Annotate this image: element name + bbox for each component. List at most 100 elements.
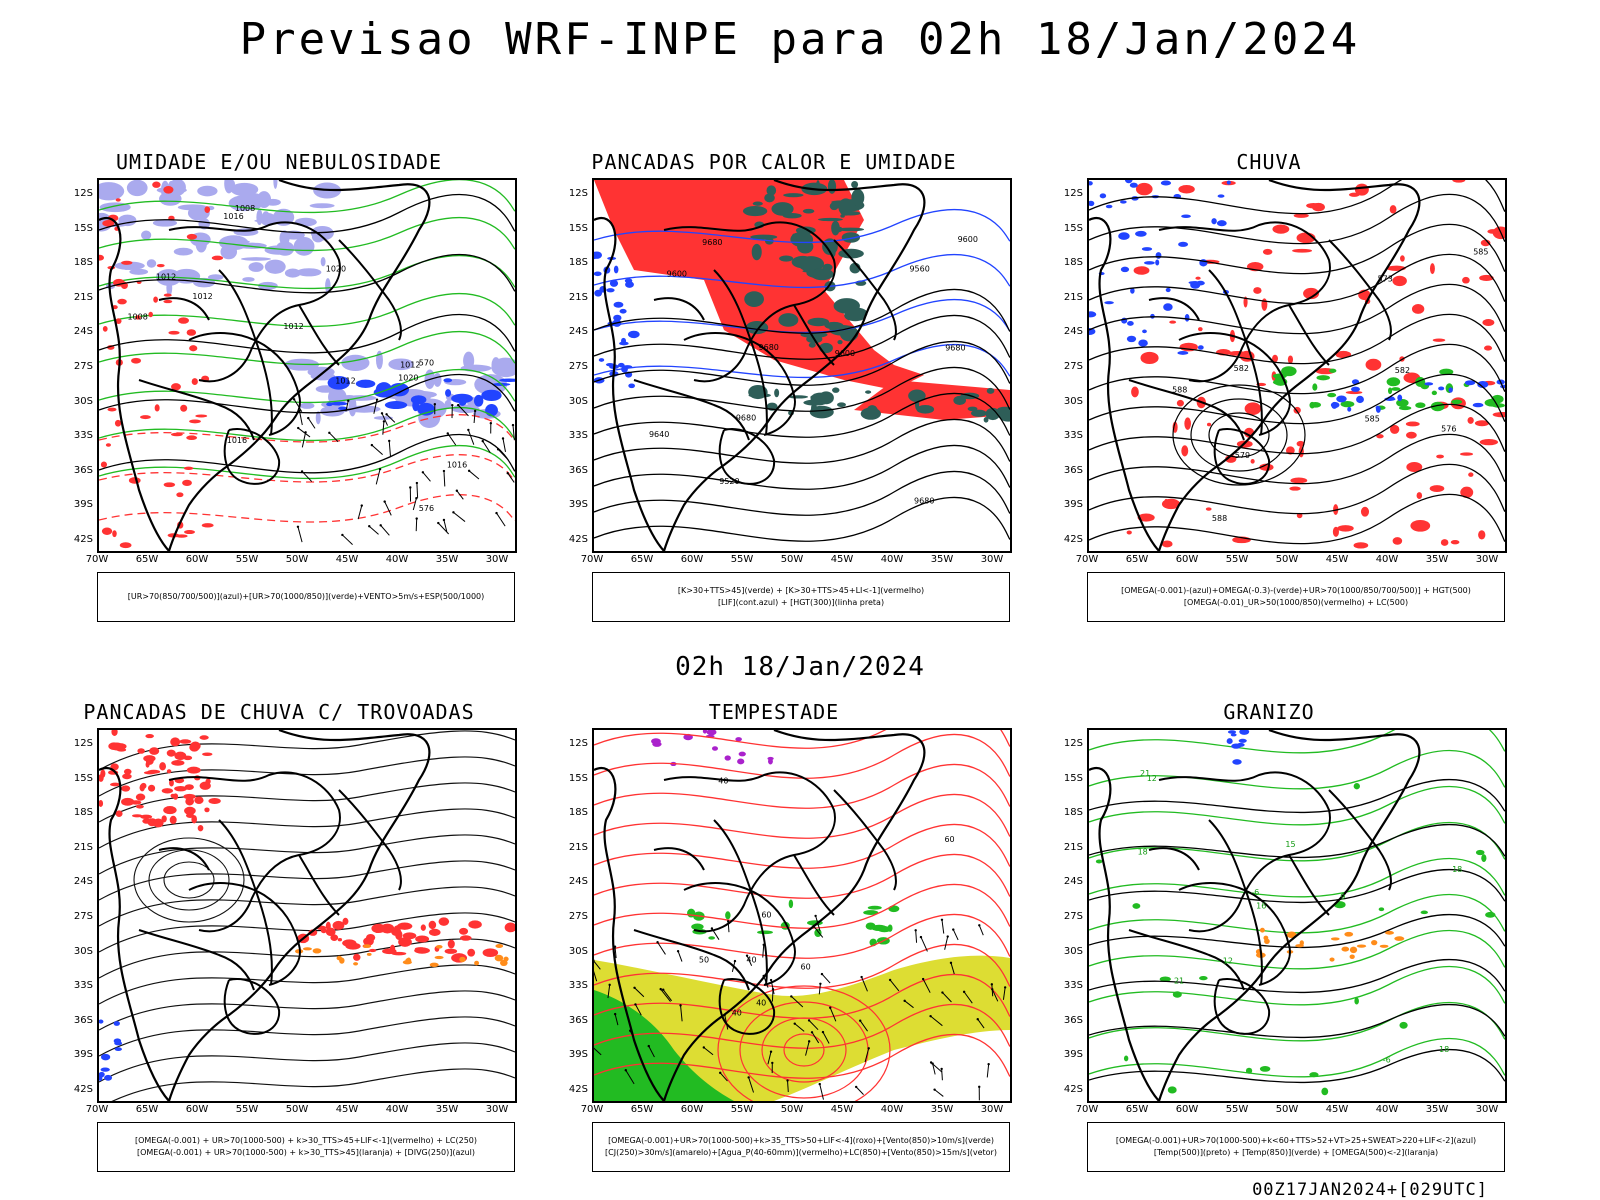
teal-area-blob: [829, 202, 839, 211]
coastline: [167, 180, 431, 551]
humidity-dense-blob: [326, 402, 333, 407]
rain-red-blob: [1184, 417, 1191, 430]
legend-line: [LIF](cont.azul) + [HGT(300)](linha pret…: [717, 598, 885, 607]
contour-label: 9680: [736, 413, 756, 422]
teal-area-blob: [866, 405, 878, 418]
divergence-blue-blob: [114, 1047, 122, 1052]
wind-vector-head: [495, 511, 498, 515]
rain-red-blob: [1468, 472, 1474, 477]
wind-vector: [859, 1020, 868, 1032]
omega-orange-blob: [1356, 944, 1367, 948]
streamline: [99, 860, 515, 901]
wind-vector-head: [978, 1085, 981, 1089]
wind-vector-head: [702, 1046, 706, 1049]
temp-850-cell-blob: [1199, 975, 1208, 981]
map-panel: TEMPESTADE 40 40 50 60 60 60 40 40 12S 15S 18S 21S 24…: [539, 700, 1012, 1180]
teal-area-blob: [752, 201, 763, 206]
rain-green-blob: [1386, 377, 1401, 387]
wind-vector-head: [489, 421, 493, 425]
temp-850-cell-blob: [1159, 976, 1171, 982]
rain-green-blob: [1387, 387, 1393, 395]
wind-vector-head: [769, 978, 773, 982]
longitude-label: 70W: [1075, 554, 1099, 565]
rain-blue-blob: [1472, 402, 1484, 408]
wind-vector: [944, 936, 949, 950]
country-border: [713, 269, 768, 436]
hgt-300-line: [594, 366, 1010, 412]
temp-500-line: [1089, 869, 1505, 904]
temp-500-line: [1089, 1004, 1505, 1039]
wind-vector-head: [747, 1076, 750, 1079]
wind-vector: [422, 471, 431, 482]
precip-water-contour-line: [594, 973, 1010, 1019]
wind-vector: [443, 519, 448, 532]
longitude-label: 45W: [1325, 554, 1349, 565]
storm-red-blob: [173, 793, 179, 800]
wind-vector-head: [415, 517, 418, 520]
omega-orange-blob: [1385, 930, 1394, 935]
rain-red-blob: [1181, 445, 1189, 457]
storm-red-blob: [504, 922, 515, 933]
thickness-red-blob: [156, 263, 165, 268]
country-border: [663, 771, 836, 933]
rain-red-blob: [1406, 431, 1417, 439]
hgt-500-line: [1089, 463, 1505, 515]
low-contour: [1208, 412, 1270, 458]
teal-area-blob: [831, 200, 852, 204]
longitude-label: 45W: [830, 554, 854, 565]
humidity-green-contour-line: [99, 407, 515, 442]
rain-red-blob: [1244, 402, 1262, 415]
thickness-red-blob: [152, 181, 161, 188]
divergence-blue-blob: [100, 1067, 110, 1072]
rain-blue-blob: [1464, 380, 1476, 386]
wind-vector-head: [940, 1067, 943, 1071]
streamline: [99, 756, 515, 797]
wind-vector-head: [360, 504, 363, 507]
latitude-label: 30S: [1063, 945, 1083, 957]
latitude-label: 18S: [1063, 257, 1083, 269]
instability-purple-blob: [767, 756, 774, 761]
divergence-blue-blob: [99, 1071, 105, 1078]
rain-red-blob: [1250, 459, 1255, 464]
teal-area-blob: [810, 268, 834, 281]
thickness-red-blob: [128, 477, 141, 484]
wind-vector-head: [820, 972, 824, 976]
wind-vector-head: [382, 420, 386, 423]
storm-orange-blob: [435, 944, 443, 949]
precip-water-contour-line: [594, 883, 1010, 929]
wind-vector-head: [634, 1003, 637, 1006]
closed-streamline: [148, 849, 230, 911]
humidity-upper-blob: [293, 236, 315, 256]
hgt-300-line: [594, 314, 1010, 360]
lif-blue-blob: [613, 265, 619, 274]
storm-red-blob: [99, 774, 104, 782]
temp-850-cell-blob: [1245, 1067, 1253, 1074]
humidity-green-contour-line: [99, 293, 515, 328]
panel-title: PANCADAS DE CHUVA C/ TROVOADAS: [83, 700, 475, 724]
map-frame: 40 40 50 60 60 60 40 40: [592, 728, 1012, 1103]
wind-vector-head: [341, 533, 344, 537]
contour-label: 60: [761, 910, 771, 919]
temp-850-line: [1089, 929, 1505, 970]
teal-area-blob: [791, 233, 797, 244]
wind-vector: [388, 440, 392, 457]
thickness-red-blob: [135, 315, 141, 320]
wind-vector: [625, 1069, 635, 1085]
wind-vector: [512, 425, 515, 441]
longitude-label: 30W: [980, 1104, 1004, 1115]
legend-line: [CJ(250)>30m/s](amarelo)+[Agua_P(40-60mm…: [605, 1148, 997, 1157]
wind-vector: [299, 410, 303, 426]
temp-500-line: [1089, 959, 1505, 994]
contour-label: 1016: [447, 461, 467, 470]
longitude-label: 35W: [435, 1104, 459, 1115]
humidity-band-blob: [444, 399, 452, 409]
hgt-300-line: [594, 288, 1010, 334]
wind-vector: [297, 526, 303, 543]
country-border: [1213, 428, 1271, 485]
latitude-label: 24S: [568, 876, 588, 888]
wind-vector-head: [929, 1014, 932, 1018]
rain-red-blob: [1478, 530, 1486, 540]
rain-blue-blob: [1448, 387, 1453, 393]
